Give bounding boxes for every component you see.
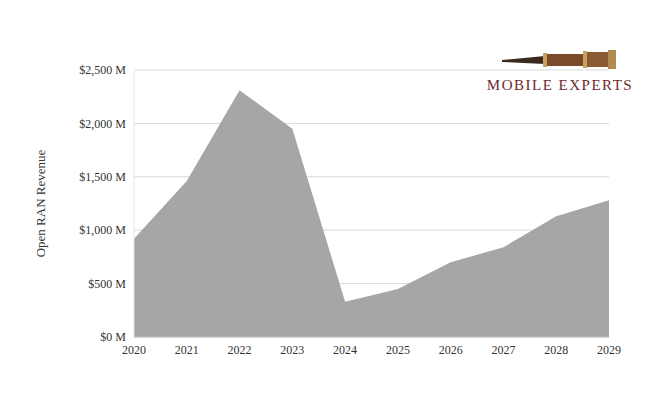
- svg-text:$1,500 M: $1,500 M: [79, 170, 126, 184]
- svg-text:2026: 2026: [439, 343, 463, 357]
- svg-text:$2,500 M: $2,500 M: [79, 63, 126, 77]
- svg-text:2025: 2025: [386, 343, 410, 357]
- svg-text:2022: 2022: [228, 343, 252, 357]
- svg-text:2029: 2029: [597, 343, 621, 357]
- svg-text:$0 M: $0 M: [100, 330, 126, 344]
- svg-text:$1,000 M: $1,000 M: [79, 223, 126, 237]
- svg-text:$500 M: $500 M: [88, 277, 126, 291]
- svg-text:2021: 2021: [175, 343, 199, 357]
- svg-text:2027: 2027: [491, 343, 515, 357]
- svg-text:2023: 2023: [280, 343, 304, 357]
- svg-text:2028: 2028: [544, 343, 568, 357]
- svg-text:2020: 2020: [122, 343, 146, 357]
- svg-text:MOBILE EXPERTS: MOBILE EXPERTS: [487, 77, 633, 93]
- svg-text:$2,000 M: $2,000 M: [79, 117, 126, 131]
- svg-text:2024: 2024: [333, 343, 357, 357]
- svg-text:Open RAN Revenue: Open RAN Revenue: [33, 149, 48, 257]
